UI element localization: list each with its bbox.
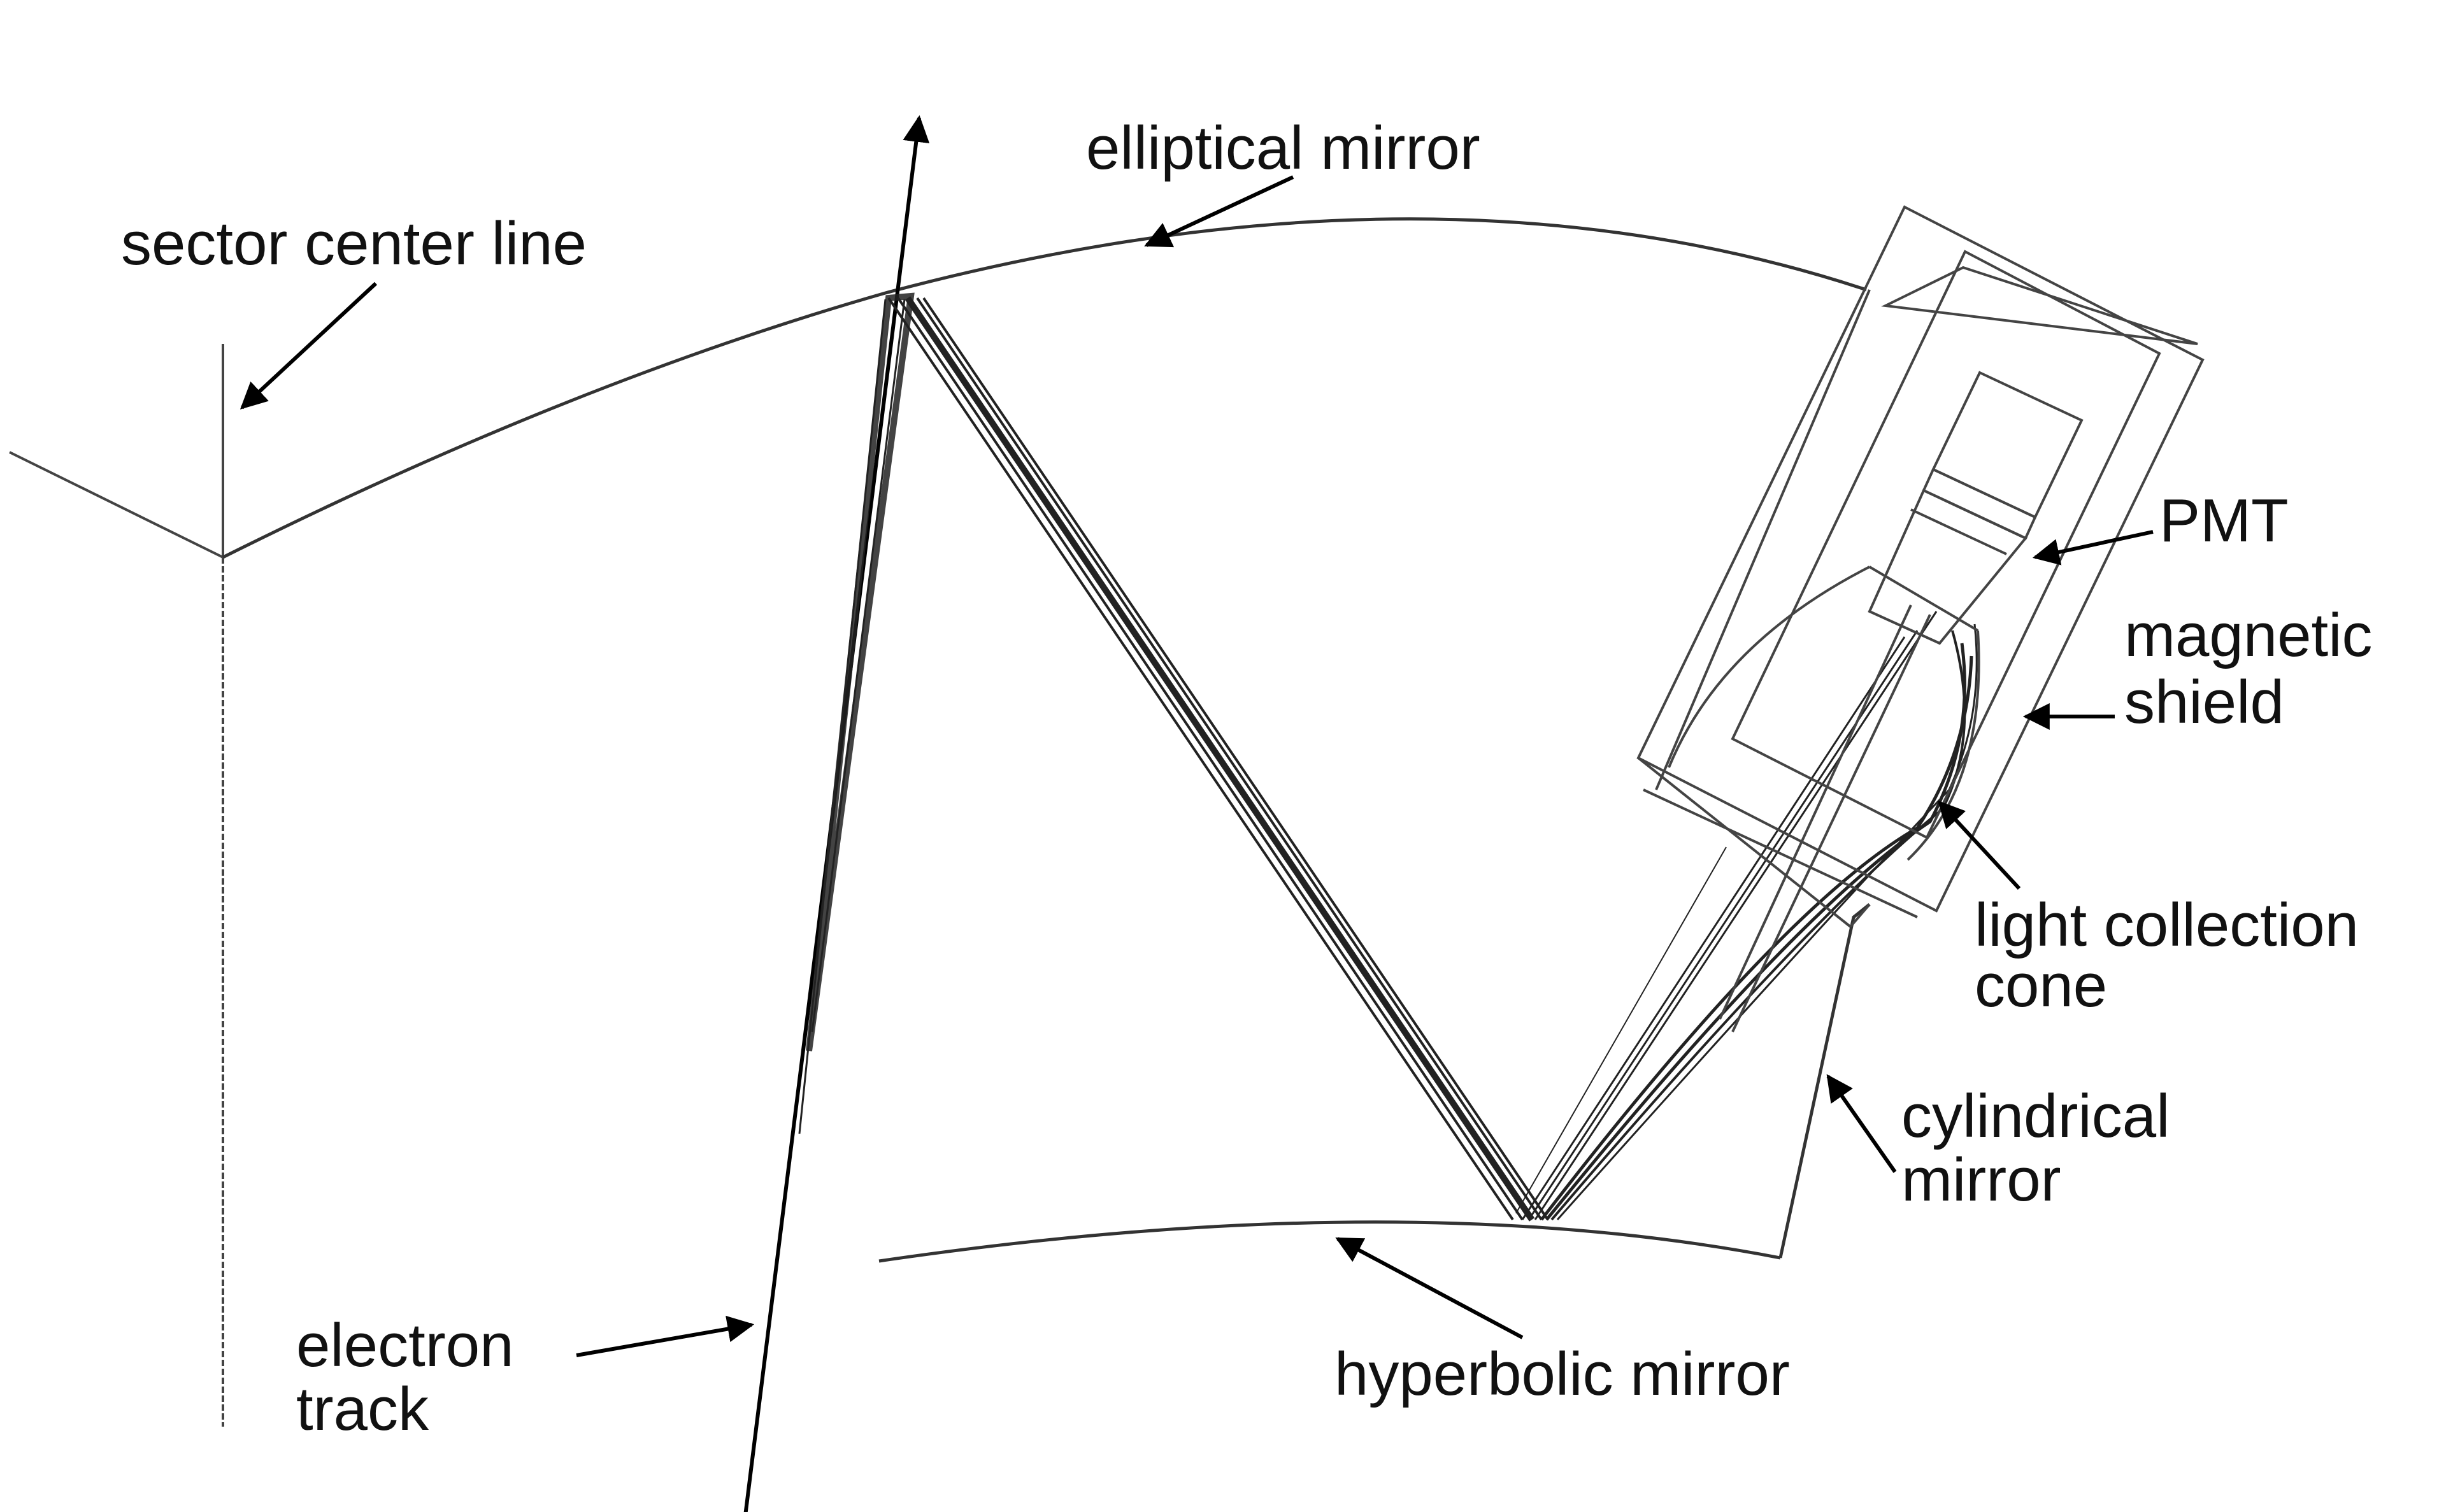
light-collection-cone	[1668, 566, 1980, 1032]
arrow-hyperbolic-mirror	[1335, 1237, 1524, 1339]
magnetic-shield	[1636, 205, 2205, 928]
label-electron-track-line2: track	[296, 1375, 429, 1443]
reflected-light-rays	[887, 296, 1978, 1222]
sector-boundary-left	[9, 451, 224, 559]
labels: sector center line elliptical mirror PMT…	[121, 114, 2373, 1443]
arrow-sector-center-line	[240, 282, 378, 410]
label-light-collection-cone-line1: light collection	[1975, 891, 2359, 959]
label-elliptical-mirror: elliptical mirror	[1086, 114, 1480, 182]
label-magnetic-shield-line1: magnetic	[2124, 601, 2373, 669]
label-magnetic-shield-line2: shield	[2124, 668, 2284, 736]
elliptical-mirror	[222, 217, 1867, 559]
arrow-light-collection-cone	[1938, 800, 2021, 890]
label-hyperbolic-mirror: hyperbolic mirror	[1334, 1340, 1790, 1408]
label-cylindrical-mirror-line1: cylindrical	[1901, 1082, 2170, 1150]
annotation-arrows	[240, 175, 2154, 1357]
label-pmt: PMT	[2159, 487, 2289, 555]
electron-track	[743, 115, 930, 1512]
label-light-collection-cone-line2: cone	[1975, 952, 2107, 1020]
arrow-pmt	[2032, 530, 2154, 566]
hyperbolic-mirror	[878, 1220, 1781, 1263]
pmt	[1868, 371, 2084, 645]
arrow-cylindrical-mirror	[1826, 1074, 1897, 1173]
arrow-electron-track	[576, 1315, 755, 1357]
label-electron-track-line1: electron	[296, 1311, 514, 1380]
label-cylindrical-mirror-line2: mirror	[1901, 1146, 2061, 1214]
arrow-elliptical-mirror	[1144, 175, 1294, 248]
label-sector-center-line: sector center line	[121, 210, 587, 278]
